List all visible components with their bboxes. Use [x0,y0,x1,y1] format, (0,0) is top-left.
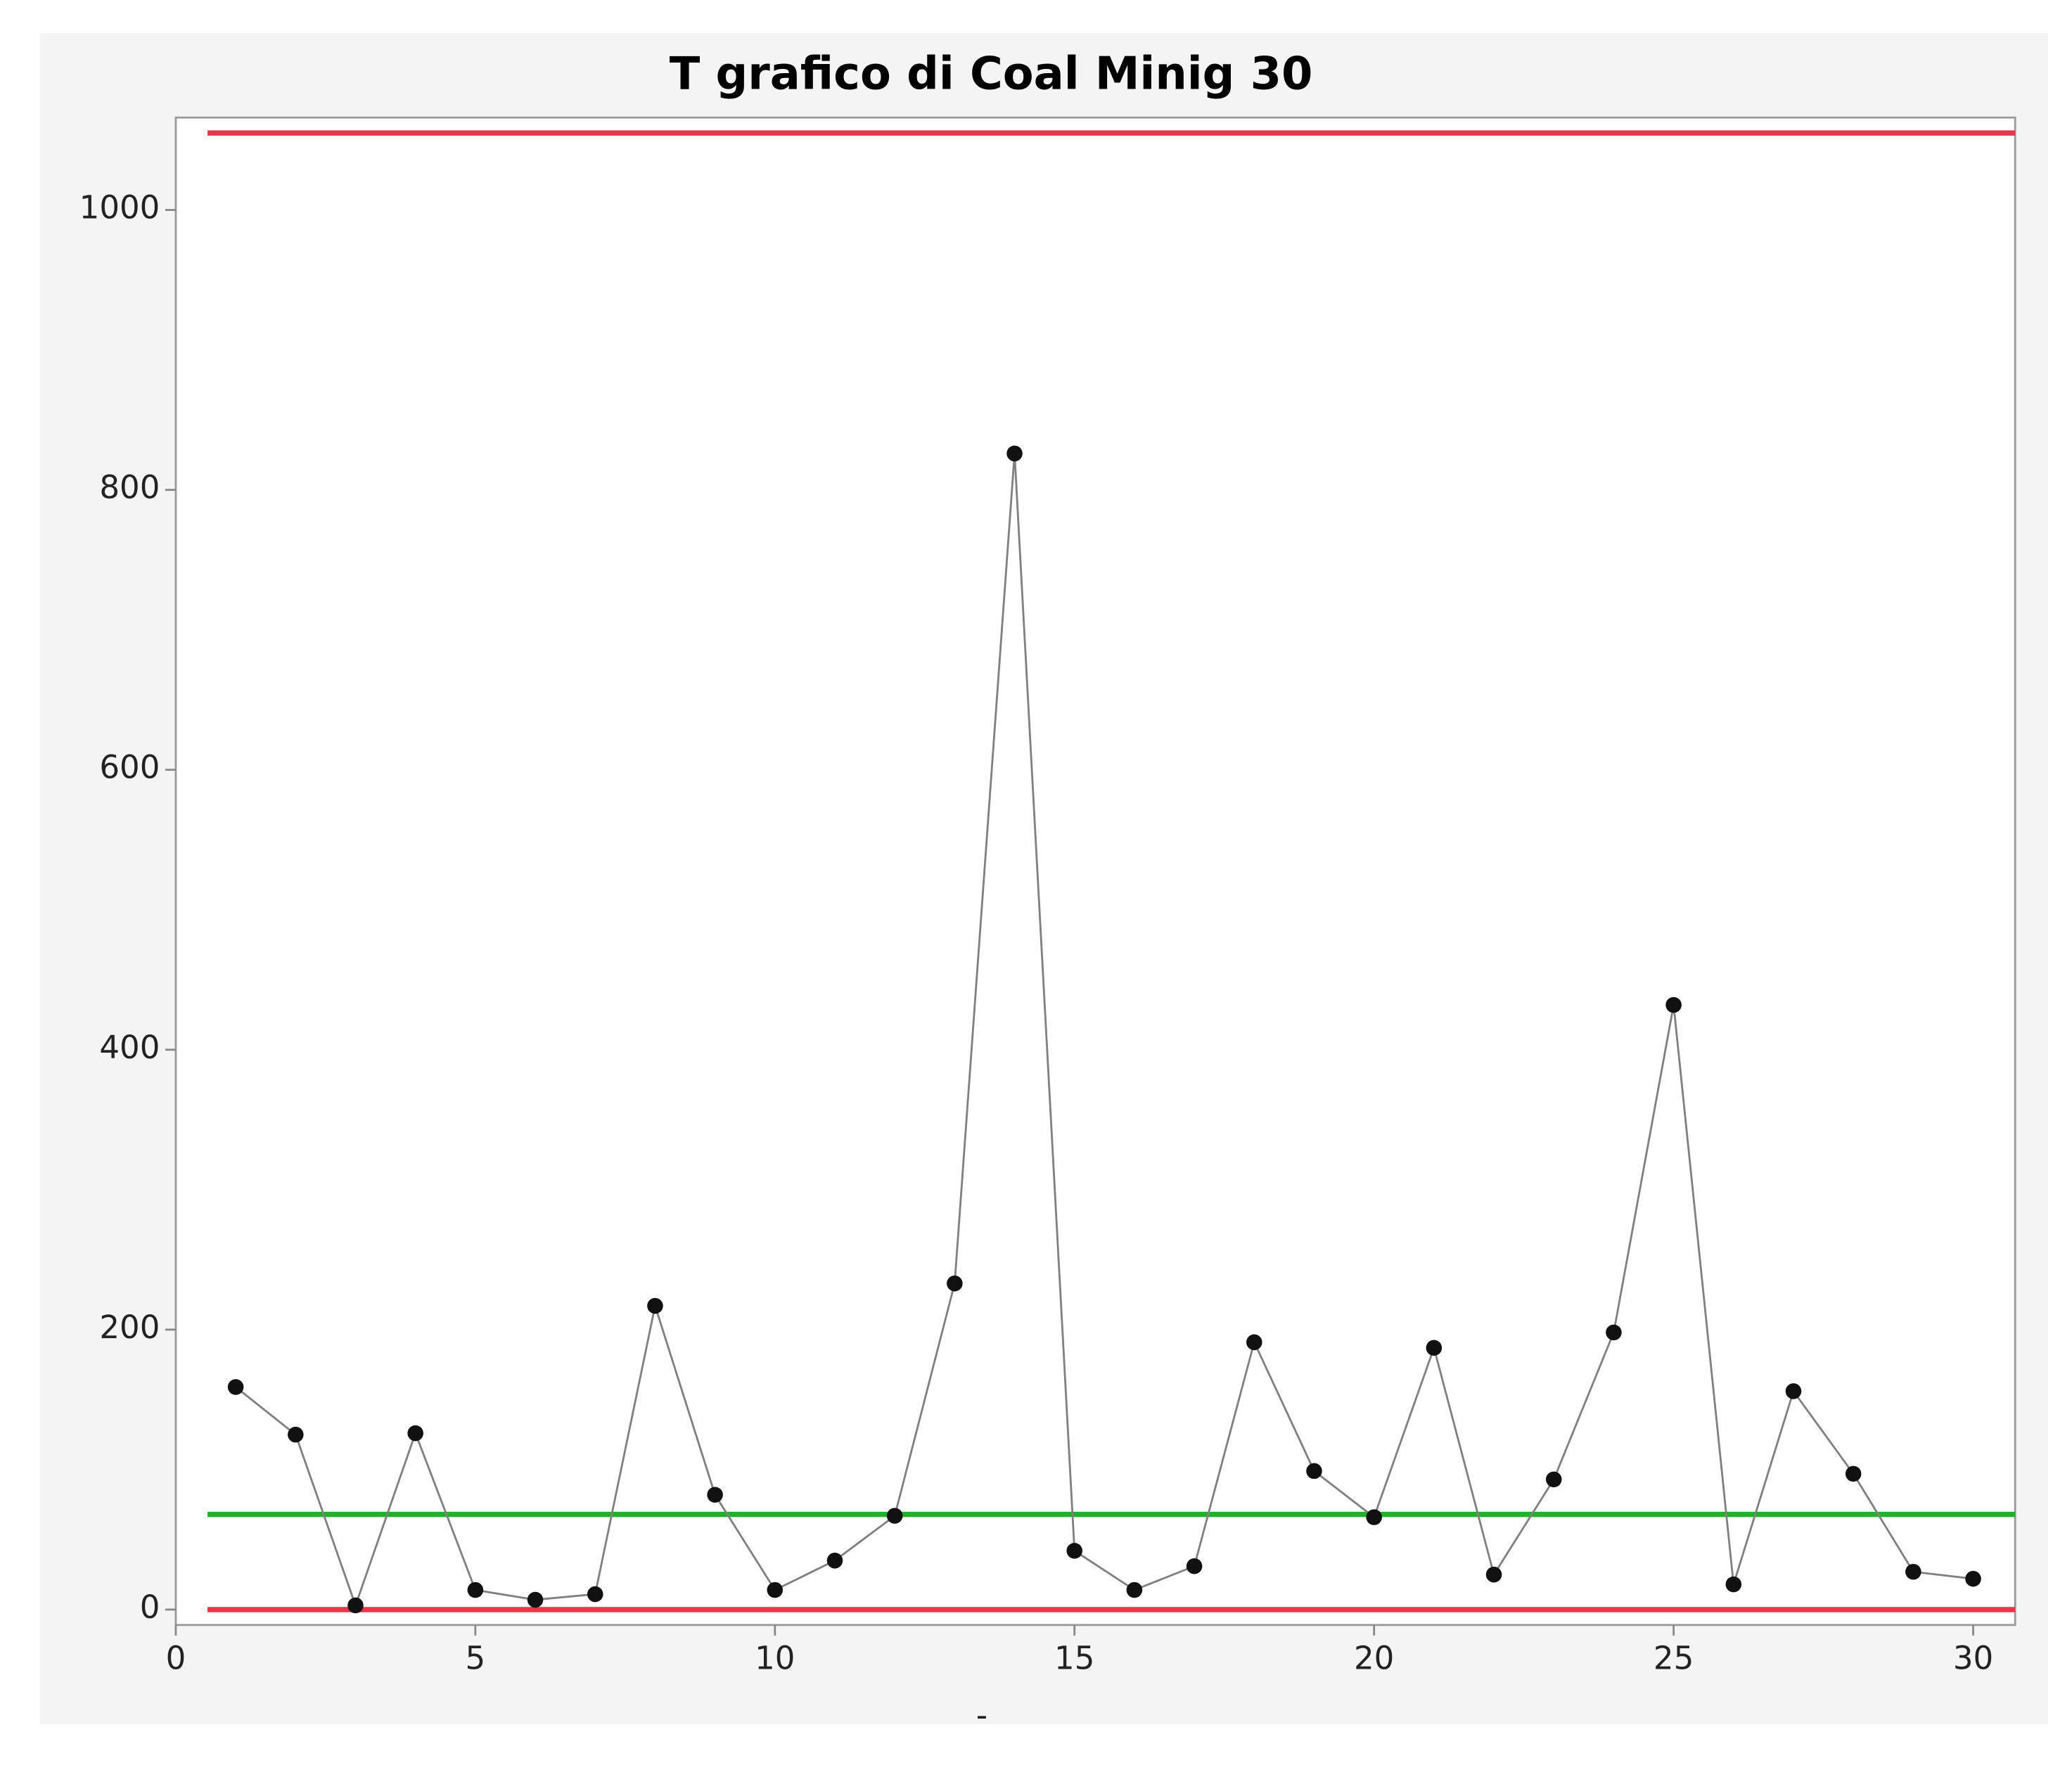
x-tick-label: 0 [166,1640,186,1677]
data-point [227,1379,244,1395]
x-tick-label: 25 [1654,1640,1694,1677]
x-axis-label: - [976,1696,987,1733]
data-line [235,453,1974,1609]
data-point [587,1586,603,1603]
x-tick-label: 5 [466,1640,486,1677]
x-tick-label: 15 [1054,1640,1094,1677]
y-tick-label: 600 [99,749,160,786]
data-point [1366,1509,1382,1525]
y-tick-label: 800 [99,469,160,506]
plot-area [174,116,2016,1626]
x-tick-label: 20 [1354,1640,1394,1677]
data-point [1426,1340,1443,1356]
data-point [1485,1566,1502,1583]
data-point [1545,1471,1562,1488]
data-point [1006,445,1023,462]
data-point [826,1553,843,1569]
y-tick-label: 200 [99,1309,160,1346]
data-point [1965,1570,1981,1587]
x-tick-label: 10 [755,1640,795,1677]
data-point [886,1508,903,1524]
y-tick-label: 400 [99,1029,160,1066]
x-tick-label: 30 [1953,1640,1993,1677]
data-point [1665,996,1682,1013]
data-point [1066,1543,1083,1559]
y-tick-label: 1000 [79,189,160,226]
data-point [527,1591,544,1608]
data-point [407,1425,423,1442]
chart-title: T grafico di Coal Minig 30 [670,49,1313,101]
data-point [1246,1334,1262,1351]
data-point [1126,1581,1143,1598]
data-point [767,1581,784,1598]
data-point [1606,1324,1622,1341]
data-point [647,1297,663,1314]
data-point [1785,1383,1802,1399]
data-point [1186,1558,1203,1574]
data-point [347,1597,364,1614]
data-point [1306,1463,1322,1480]
data-point [947,1275,963,1292]
data-point [1905,1563,1921,1580]
data-point [288,1426,304,1443]
data-point [467,1581,484,1598]
data-point [1725,1576,1742,1593]
y-tick-label: 0 [140,1588,160,1626]
data-point [1845,1465,1862,1482]
data-point [707,1487,723,1503]
